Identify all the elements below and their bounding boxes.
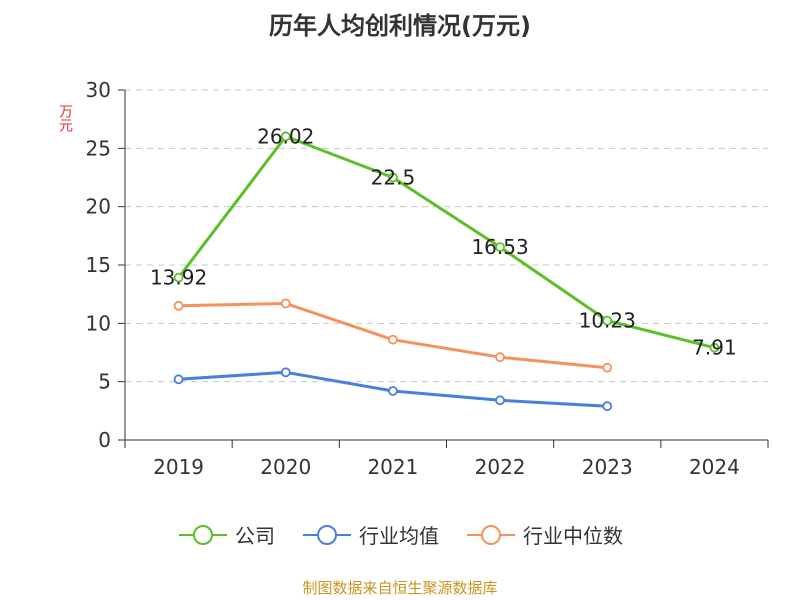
chart-title: 历年人均创利情况(万元) xyxy=(269,12,531,40)
data-label: 16.53 xyxy=(471,235,528,259)
data-label: 13.92 xyxy=(150,266,207,290)
data-point xyxy=(173,374,184,385)
data-label: 7.91 xyxy=(692,336,737,360)
legend-marker-icon xyxy=(303,524,351,545)
x-tick-label: 2023 xyxy=(582,455,633,479)
data-label: 22.5 xyxy=(371,166,416,190)
data-point xyxy=(709,342,720,353)
data-label: 26.02 xyxy=(257,124,314,148)
data-label: 10.23 xyxy=(579,309,636,333)
y-axis-unit-label: 万元 xyxy=(57,104,73,132)
y-tick-label: 30 xyxy=(86,78,111,102)
legend-item[interactable]: 行业中位数 xyxy=(465,520,623,549)
data-point xyxy=(495,395,505,406)
x-tick-label: 2019 xyxy=(153,455,204,479)
data-point xyxy=(388,172,398,183)
data-point xyxy=(602,362,613,373)
legend-item[interactable]: 行业均值 xyxy=(301,520,439,549)
x-tick-label: 2024 xyxy=(689,455,740,479)
y-tick-label: 15 xyxy=(86,253,111,277)
source-note: 制图数据来自恒生聚源数据库 xyxy=(302,579,498,597)
data-point xyxy=(388,386,398,396)
x-tick-label: 2022 xyxy=(475,455,526,479)
legend-item[interactable]: 公司 xyxy=(177,520,275,549)
legend-label: 行业中位数 xyxy=(523,524,623,548)
y-tick-label: 5 xyxy=(98,370,111,394)
series-line xyxy=(177,134,716,350)
data-point xyxy=(173,300,184,311)
legend-marker-icon xyxy=(467,524,515,545)
data-point xyxy=(280,298,291,309)
data-point xyxy=(280,367,291,378)
data-point xyxy=(495,352,505,363)
legend-marker-circle xyxy=(481,524,501,545)
legend: 公司 行业均值 行业中位数 xyxy=(0,520,800,549)
data-point xyxy=(280,131,291,142)
legend-marker-circle xyxy=(193,524,213,545)
legend-marker-circle xyxy=(317,524,337,545)
y-tick-label: 25 xyxy=(86,136,111,160)
legend-marker-icon xyxy=(179,524,227,545)
data-point xyxy=(495,242,505,253)
data-point xyxy=(388,334,398,345)
y-tick-label: 0 xyxy=(98,428,111,452)
legend-label: 行业均值 xyxy=(359,524,439,548)
y-tick-label: 10 xyxy=(86,311,111,335)
y-tick-label: 20 xyxy=(86,195,111,219)
x-tick-label: 2021 xyxy=(367,455,418,479)
x-tick-label: 2020 xyxy=(260,455,311,479)
legend-label: 公司 xyxy=(235,524,275,548)
data-point xyxy=(602,315,613,326)
data-point xyxy=(173,272,184,283)
data-point xyxy=(602,401,613,412)
